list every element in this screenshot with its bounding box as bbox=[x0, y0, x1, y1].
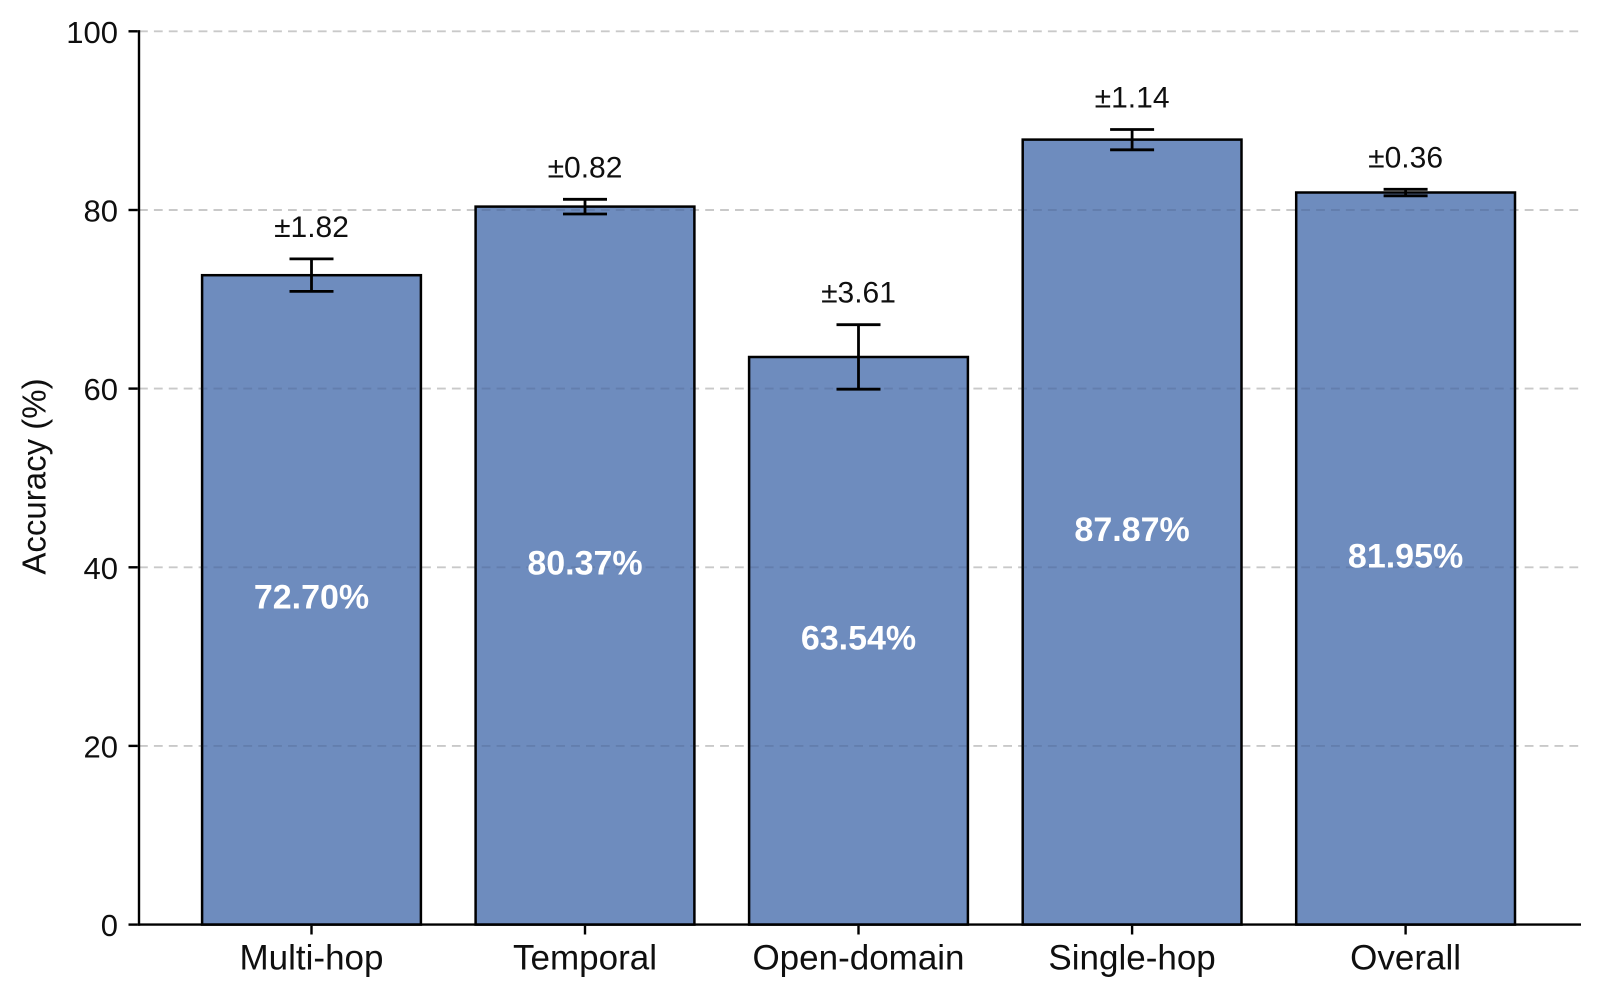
svg-text:0: 0 bbox=[101, 908, 118, 943]
svg-text:±0.82: ±0.82 bbox=[548, 151, 623, 184]
svg-text:20: 20 bbox=[84, 729, 118, 764]
svg-text:±3.61: ±3.61 bbox=[821, 277, 896, 310]
svg-text:±1.82: ±1.82 bbox=[274, 211, 349, 244]
svg-text:Open-domain: Open-domain bbox=[752, 939, 964, 978]
svg-text:80: 80 bbox=[84, 194, 118, 229]
svg-text:Multi-hop: Multi-hop bbox=[240, 939, 384, 978]
svg-text:80.37%: 80.37% bbox=[527, 544, 642, 582]
svg-text:81.95%: 81.95% bbox=[1348, 537, 1463, 575]
svg-text:60: 60 bbox=[84, 372, 118, 407]
svg-text:Temporal: Temporal bbox=[513, 939, 657, 978]
svg-text:87.87%: 87.87% bbox=[1074, 511, 1189, 549]
svg-text:±1.14: ±1.14 bbox=[1095, 82, 1170, 115]
svg-text:±0.36: ±0.36 bbox=[1368, 141, 1443, 174]
svg-text:40: 40 bbox=[84, 551, 118, 586]
svg-text:Accuracy (%): Accuracy (%) bbox=[16, 378, 53, 574]
svg-text:Single-hop: Single-hop bbox=[1048, 939, 1215, 978]
svg-text:100: 100 bbox=[66, 15, 118, 50]
svg-text:Overall: Overall bbox=[1350, 939, 1461, 978]
svg-text:63.54%: 63.54% bbox=[801, 620, 916, 658]
svg-text:72.70%: 72.70% bbox=[254, 579, 369, 617]
